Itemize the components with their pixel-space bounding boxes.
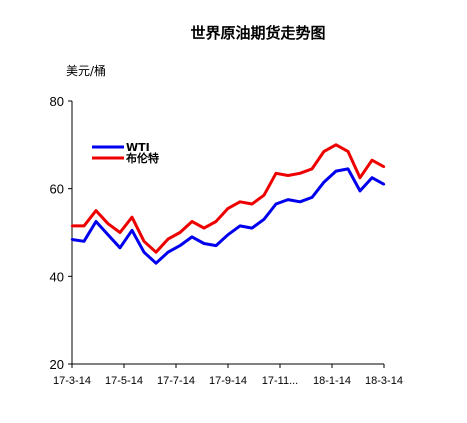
data-point — [142, 240, 146, 243]
x-tick-label: 17-7-14 — [157, 375, 195, 387]
legend-label: WTI — [126, 141, 150, 154]
data-point — [346, 167, 350, 171]
data-point — [106, 233, 110, 236]
data-point — [202, 226, 206, 230]
data-point — [322, 150, 326, 153]
data-point — [94, 209, 98, 212]
data-point — [298, 200, 302, 203]
data-point — [310, 196, 314, 199]
data-point — [262, 194, 266, 197]
data-point — [70, 224, 74, 228]
data-point — [226, 233, 230, 236]
data-point — [130, 229, 134, 232]
data-point — [274, 172, 278, 175]
data-point — [166, 237, 170, 241]
data-point — [238, 200, 242, 203]
data-point — [334, 143, 338, 146]
data-point — [82, 240, 86, 243]
data-point — [370, 176, 374, 179]
x-tick-label: 17-9-14 — [209, 375, 247, 387]
data-point — [334, 169, 338, 173]
data-point — [70, 238, 74, 241]
data-point — [370, 159, 374, 162]
y-tick-label: 60 — [50, 182, 64, 197]
x-tick-label: 17-5-14 — [105, 375, 143, 387]
data-point — [142, 251, 146, 254]
x-ticks: 17-3-14 17-5-14 17-7-14 17-9-14 17-11... 18-1… — [53, 364, 403, 387]
data-point — [214, 244, 218, 247]
x-tick-label: 17-11... — [262, 375, 299, 387]
data-point — [250, 202, 254, 206]
y-ticks: 20 40 60 80 — [50, 94, 72, 372]
x-tick-label: 18-3-14 — [365, 375, 403, 387]
data-point — [154, 262, 158, 265]
data-point — [382, 165, 386, 168]
y-axis-unit-label: 美元/桶 — [66, 63, 106, 78]
data-point — [94, 220, 98, 223]
legend-label: 布伦特 — [126, 151, 159, 165]
data-point — [82, 224, 86, 228]
x-tick-label: 18-1-14 — [313, 375, 351, 387]
data-point — [358, 189, 362, 193]
data-point — [118, 231, 122, 234]
data-point — [154, 251, 158, 254]
data-point — [346, 150, 350, 153]
series-lines — [70, 143, 386, 265]
data-point — [262, 218, 266, 221]
data-point — [238, 224, 242, 228]
data-point — [178, 244, 182, 247]
data-point — [382, 183, 386, 186]
data-point — [118, 246, 122, 249]
data-point — [286, 198, 290, 201]
y-tick-label: 80 — [50, 94, 64, 109]
data-point — [178, 231, 182, 234]
data-point — [202, 242, 206, 245]
y-tick-label: 20 — [50, 357, 64, 372]
data-point — [214, 220, 218, 223]
data-point — [286, 174, 290, 177]
data-point — [190, 220, 194, 223]
data-point — [226, 207, 230, 210]
series-line-wti — [71, 167, 385, 265]
data-point — [298, 172, 302, 175]
data-point — [274, 202, 278, 206]
data-point — [310, 167, 314, 171]
data-point — [130, 216, 134, 219]
data-point — [166, 251, 170, 254]
data-point — [358, 176, 362, 179]
data-point — [106, 222, 110, 225]
y-tick-label: 40 — [50, 269, 64, 284]
chart-title: 世界原油期货走势图 — [190, 24, 325, 42]
data-point — [322, 180, 326, 184]
data-point — [190, 235, 194, 239]
x-tick-label: 17-3-14 — [53, 375, 91, 387]
data-point — [250, 226, 254, 230]
